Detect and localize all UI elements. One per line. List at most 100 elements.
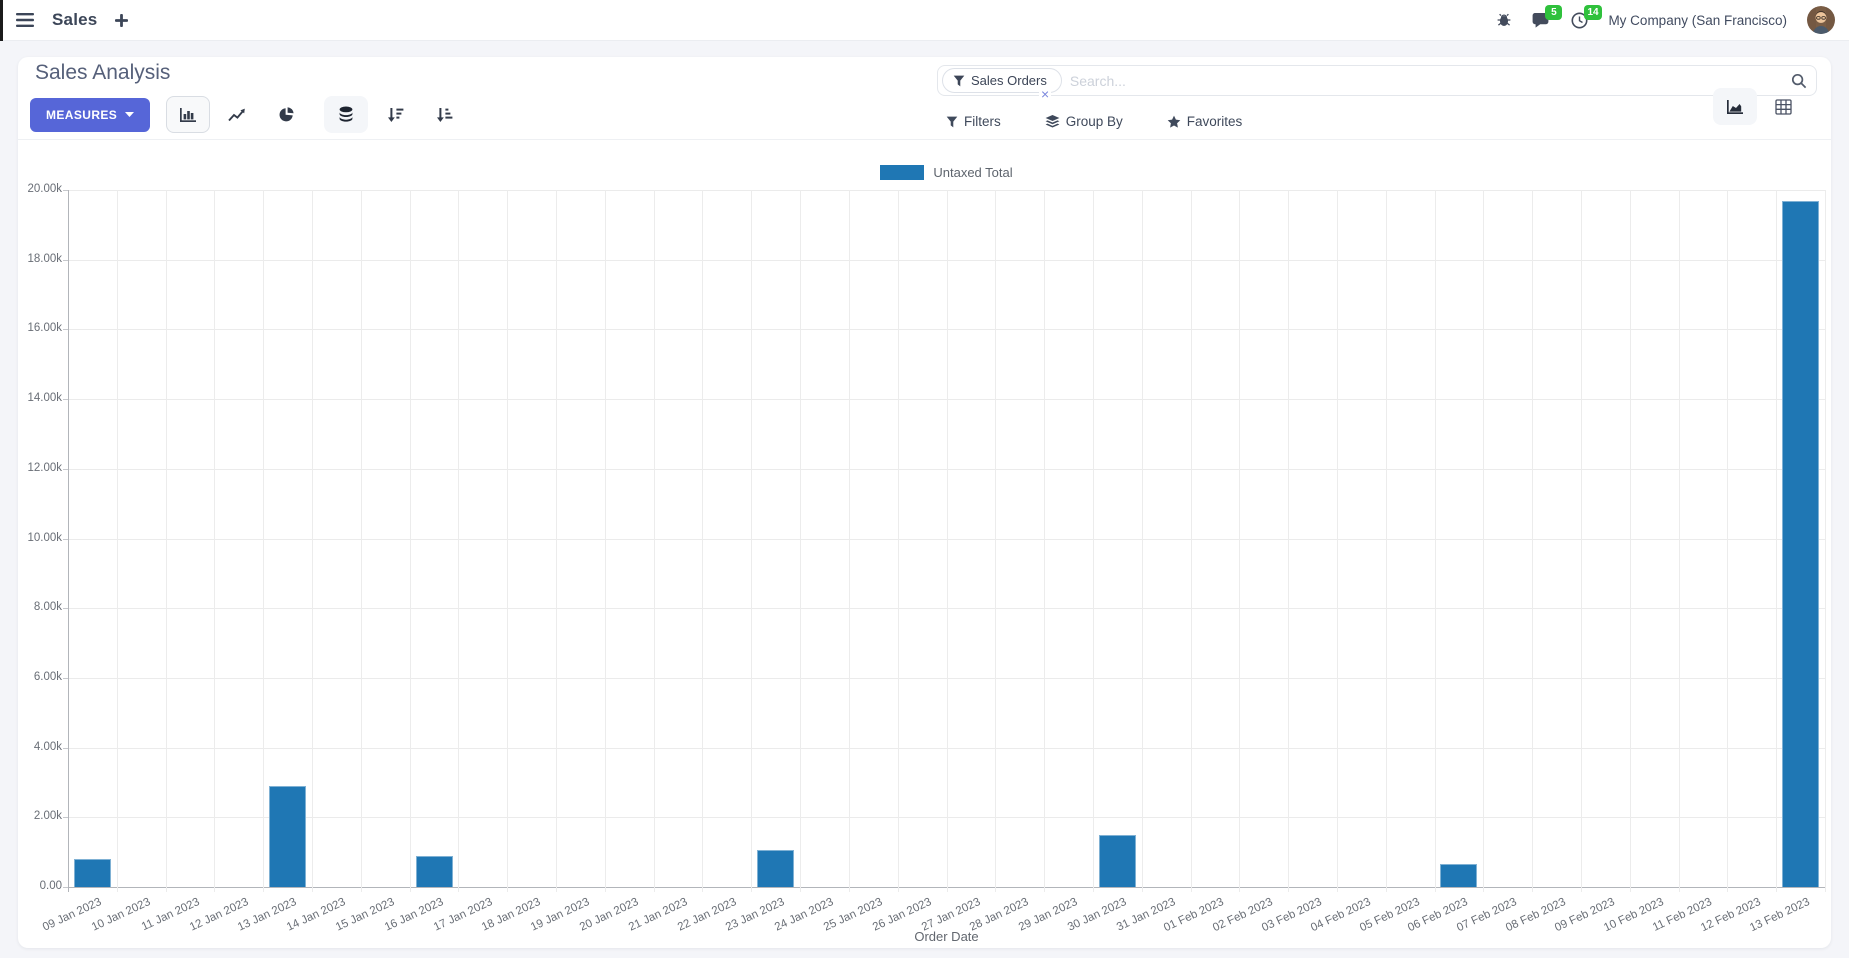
y-tick-label: 18.00k	[27, 252, 62, 265]
line-chart-button[interactable]	[215, 96, 259, 133]
y-tick-label: 2.00k	[33, 810, 62, 823]
area-chart-icon	[1727, 99, 1743, 114]
gridline-vertical	[946, 190, 948, 892]
messages-icon[interactable]	[1532, 12, 1551, 29]
pivot-view-button[interactable]	[1761, 88, 1805, 125]
y-tick-mark	[63, 399, 68, 401]
y-tick-mark	[63, 468, 68, 470]
bar-06-feb-2023[interactable]	[1440, 864, 1478, 887]
group-by-dropdown[interactable]: Group By	[1045, 114, 1123, 129]
facet-label: Sales Orders	[971, 73, 1047, 88]
bar-23-jan-2023[interactable]	[757, 850, 795, 887]
gridline-vertical	[751, 190, 753, 892]
y-tick-mark	[63, 887, 68, 888]
pie-chart-icon	[279, 107, 294, 122]
gridline-vertical	[604, 190, 606, 892]
gridline-vertical	[1288, 190, 1290, 892]
bar-chart-button[interactable]	[166, 96, 211, 133]
y-tick-mark	[63, 747, 68, 749]
line-chart-icon	[228, 108, 246, 121]
y-tick-mark	[63, 190, 68, 191]
bar-30-jan-2023[interactable]	[1098, 834, 1136, 887]
y-axis-line	[68, 190, 69, 892]
measures-button[interactable]: MEASURES	[30, 97, 151, 132]
gridline-vertical	[1580, 190, 1582, 892]
gridline-vertical	[1092, 190, 1094, 892]
activities-clock-icon[interactable]	[1571, 12, 1588, 29]
activities-count-badge: 14	[1584, 4, 1602, 20]
gridline-vertical	[116, 190, 118, 892]
gridline-vertical	[556, 190, 558, 892]
y-tick-mark	[63, 817, 68, 819]
plus-icon[interactable]	[115, 13, 129, 27]
y-tick-mark	[63, 677, 68, 679]
graph-view-button[interactable]	[1713, 88, 1757, 125]
search-facet-sales-orders[interactable]: Sales Orders	[942, 68, 1062, 93]
gridline-vertical	[1385, 190, 1387, 892]
sort-descending-icon	[387, 107, 404, 122]
bar-16-jan-2023[interactable]	[415, 855, 453, 887]
search-bar[interactable]: Sales Orders ×	[937, 65, 1817, 101]
company-switcher[interactable]: My Company (San Francisco)	[1608, 12, 1787, 28]
filter-funnel-icon	[953, 75, 965, 86]
filters-dropdown[interactable]: Filters	[946, 114, 1001, 129]
bar-chart-icon	[180, 107, 197, 122]
chart-section: Untaxed Total 09 Jan 2023 10 Jan 2023 11 J…	[18, 141, 1831, 948]
messages-count-badge: 5	[1545, 4, 1563, 20]
sort-descending-button[interactable]	[373, 96, 417, 133]
gridline-vertical	[848, 190, 850, 892]
layers-icon	[1045, 114, 1060, 128]
control-panel: Sales Analysis MEASURES	[18, 57, 1831, 140]
group-by-label: Group By	[1065, 114, 1123, 129]
chart-option-group	[324, 96, 466, 133]
y-tick-label: 8.00k	[33, 601, 62, 614]
gridline-vertical	[409, 190, 411, 892]
gridline-vertical	[214, 190, 216, 892]
sort-ascending-icon	[436, 107, 453, 122]
hamburger-menu-icon[interactable]	[16, 13, 34, 27]
gridline-vertical	[312, 190, 314, 892]
window-edge	[0, 0, 3, 41]
gridline-vertical	[897, 190, 899, 892]
search-input[interactable]	[1069, 72, 1806, 89]
chevron-down-icon	[125, 112, 135, 117]
gridline-vertical	[995, 190, 997, 892]
y-tick-label: 10.00k	[27, 531, 62, 544]
gridline-vertical	[800, 190, 802, 892]
gridline-vertical	[1336, 190, 1338, 892]
facet-remove-button[interactable]: ×	[1039, 86, 1052, 102]
app-menu-sales[interactable]: Sales	[52, 10, 98, 29]
gridline-vertical	[458, 190, 460, 892]
gridline-vertical	[1776, 190, 1778, 892]
y-tick-label: 20.00k	[27, 183, 62, 195]
y-tick-label: 16.00k	[27, 322, 62, 335]
gridline-vertical	[1434, 190, 1436, 892]
page-title: Sales Analysis	[35, 61, 171, 84]
debug-bug-icon[interactable]	[1496, 12, 1512, 28]
gridline-vertical	[1629, 190, 1631, 892]
user-avatar[interactable]	[1807, 6, 1835, 34]
search-icon[interactable]	[1791, 73, 1807, 94]
sort-ascending-button[interactable]	[422, 96, 466, 133]
favorites-label: Favorites	[1186, 114, 1243, 129]
gridline-vertical	[653, 190, 655, 892]
view-switcher	[1713, 88, 1805, 125]
gridline-vertical	[1727, 190, 1729, 892]
bar-13-jan-2023[interactable]	[269, 785, 307, 887]
gridline-vertical	[507, 190, 509, 892]
measures-button-label: MEASURES	[46, 107, 118, 122]
legend-swatch[interactable]	[880, 165, 925, 180]
gridline-vertical	[1483, 190, 1485, 892]
y-tick-mark	[63, 259, 68, 261]
chart-legend: Untaxed Total	[68, 165, 1825, 180]
y-tick-mark	[63, 538, 68, 540]
y-tick-label: 0.00	[39, 880, 62, 892]
pie-chart-button[interactable]	[264, 96, 308, 133]
bar-13-feb-2023[interactable]	[1782, 200, 1820, 887]
filters-label: Filters	[964, 114, 1001, 129]
bar-09-jan-2023[interactable]	[73, 859, 111, 887]
x-axis-title: Order Date	[914, 929, 979, 944]
favorites-dropdown[interactable]: Favorites	[1167, 114, 1243, 129]
stacked-toggle-button[interactable]	[324, 96, 369, 133]
y-tick-mark	[63, 329, 68, 331]
